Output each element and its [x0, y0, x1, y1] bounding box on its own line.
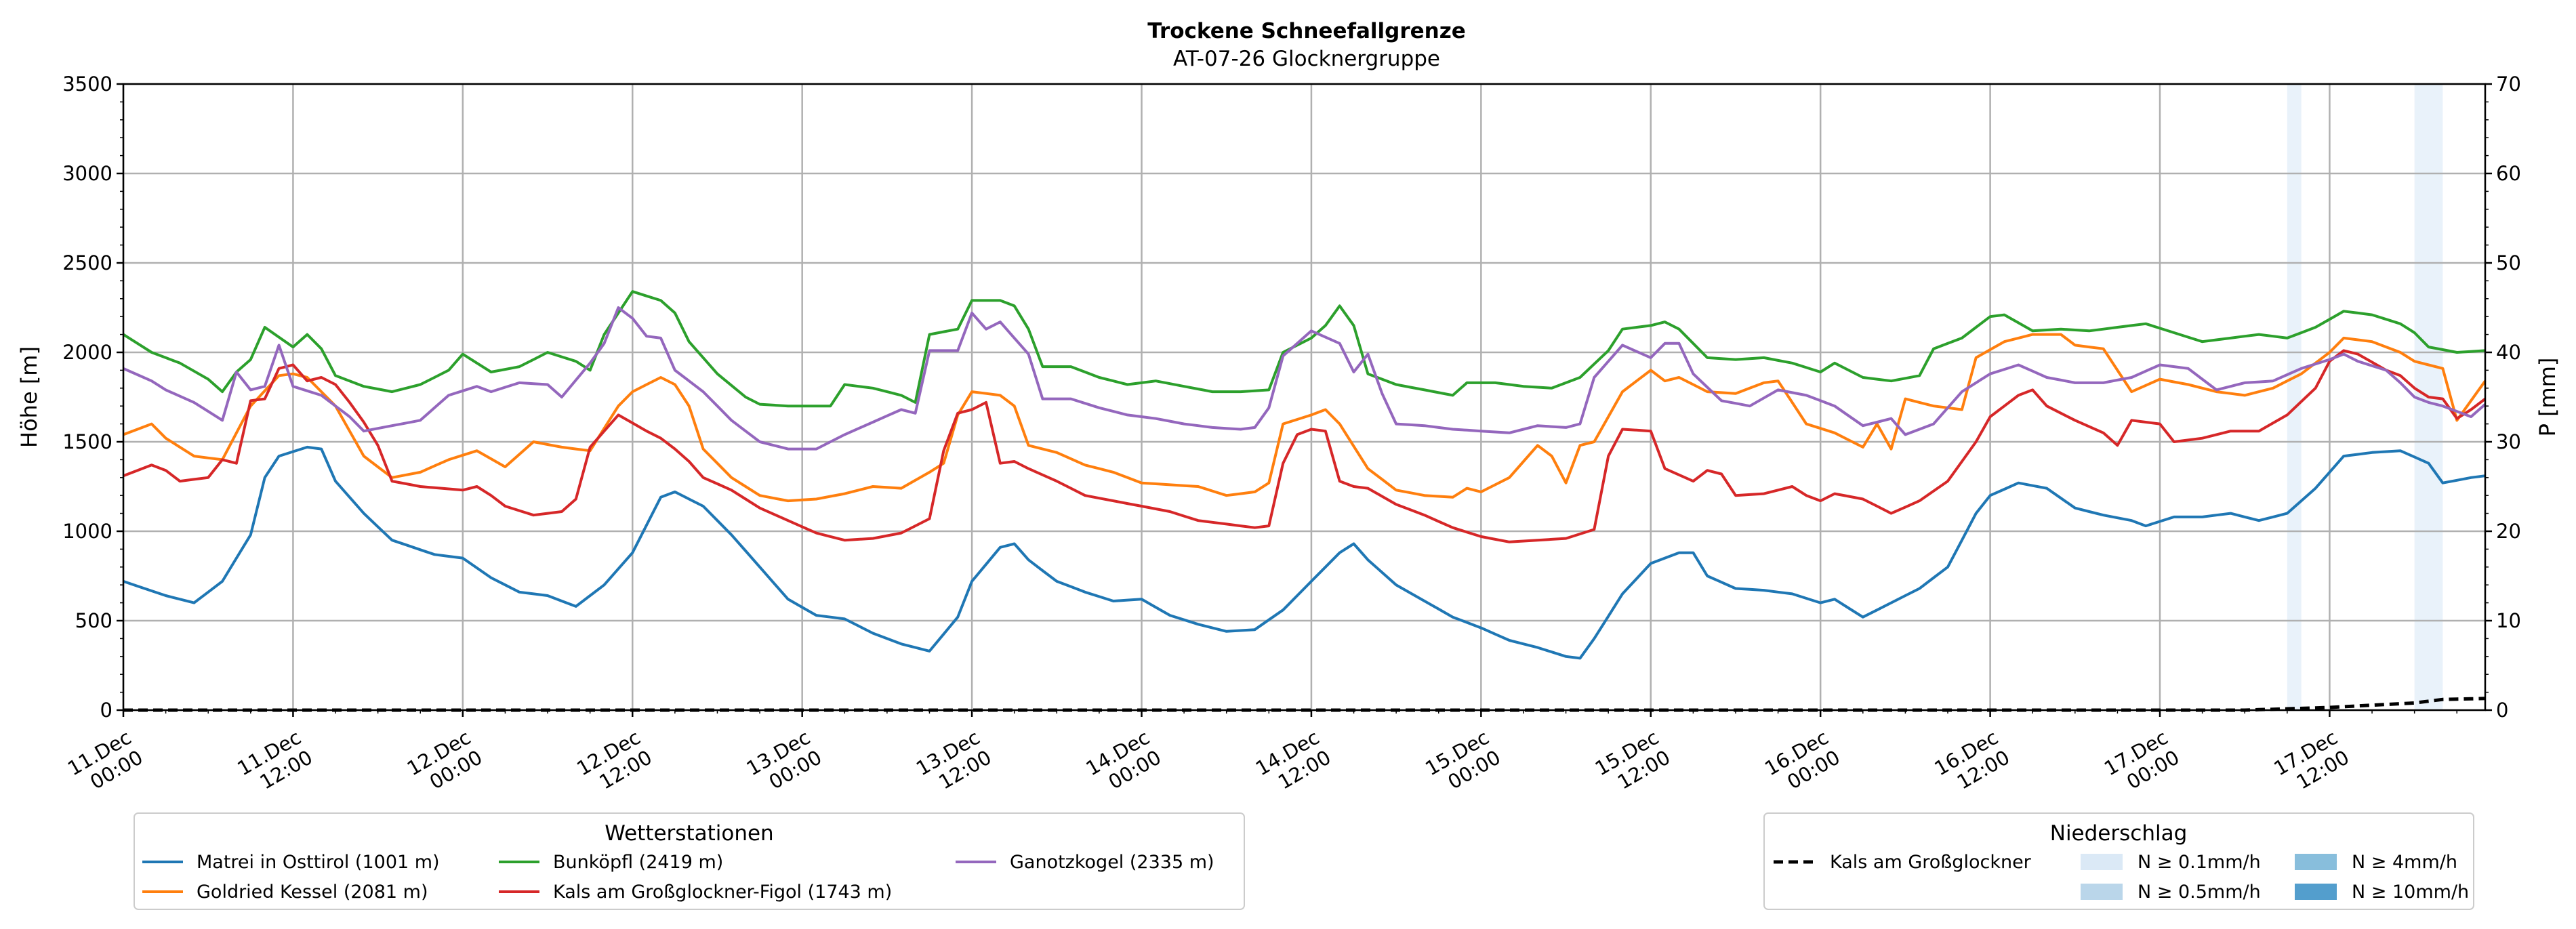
axis-ticks: 0 500 1000 1500 2000 2500 3000 3500 0 10 20 30 40 50 6…: [62, 73, 2521, 794]
legend-label: Kals am Großglockner-Figol (1743 m): [553, 882, 892, 903]
series-line: [123, 333, 2487, 503]
y2-tick-label: 0: [2496, 699, 2508, 722]
chart-subtitle: AT-07-26 Glocknergruppe: [1173, 47, 1440, 71]
y-tick-label: 2000: [62, 341, 113, 364]
legend-label: Matrei in Osttirol (1001 m): [197, 852, 440, 873]
legend-label: Bunköpfl (2419 m): [553, 852, 723, 873]
y-axis-label: Höhe [m]: [16, 346, 42, 448]
chart-title: Trockene Schneefallgrenze: [1147, 19, 1466, 43]
y-tick-label: 1500: [62, 430, 113, 453]
precip-series-line: [123, 697, 2486, 712]
station-lines: [122, 290, 2487, 660]
y2-tick-label: 60: [2496, 162, 2521, 185]
legend-label: Ganotzkogel (2335 m): [1010, 852, 1214, 873]
y2-tick-label: 40: [2496, 341, 2521, 364]
legend-stations-title: Wetterstationen: [605, 821, 773, 846]
legend-precip-title: Niederschlag: [2050, 821, 2188, 846]
y-tick-label: 1000: [62, 520, 113, 543]
series-line: [123, 445, 2486, 660]
y-tick-label: 2500: [62, 251, 113, 274]
legend-precip-swatch: [2295, 854, 2337, 870]
legend-precip-swatch: [2295, 884, 2337, 900]
y2-tick-label: 20: [2496, 520, 2521, 543]
legend-precip-label: N ≥ 4mm/h: [2352, 852, 2457, 873]
y-tick-label: 500: [75, 609, 113, 632]
legend-precip-label: N ≥ 0.1mm/h: [2138, 852, 2261, 873]
y-tick-label: 3500: [62, 73, 113, 96]
series-line: [122, 290, 2486, 408]
y-tick-label: 0: [100, 699, 113, 722]
precip-band: [2287, 84, 2302, 710]
legend-precip-swatch: [2081, 884, 2123, 900]
legend-label: Goldried Kessel (2081 m): [197, 882, 428, 903]
precip-bands: [2287, 84, 2443, 710]
y2-tick-label: 30: [2496, 430, 2521, 453]
precip-line: [123, 697, 2486, 712]
legend-precip-label: N ≥ 0.5mm/h: [2138, 882, 2261, 903]
grid-lines: [122, 83, 2485, 711]
legend-stations: Wetterstationen Matrei in Osttirol (1001…: [134, 812, 1245, 910]
series-line: [123, 349, 2487, 543]
y2-tick-label: 10: [2496, 609, 2521, 632]
series-line: [123, 306, 2487, 451]
y-tick-label: 3000: [62, 162, 113, 185]
legend-precip-label: N ≥ 10mm/h: [2352, 882, 2469, 903]
y2-tick-label: 50: [2496, 251, 2521, 274]
legend-precip: Niederschlag Kals am Großglockner N ≥ 0.…: [1763, 812, 2474, 910]
legend-precip-line-label: Kals am Großglockner: [1830, 852, 2032, 873]
plot-frame: [122, 83, 2487, 711]
y2-axis-label: P [mm]: [2535, 358, 2560, 437]
y2-tick-label: 70: [2496, 73, 2521, 96]
legend-precip-swatch: [2081, 854, 2123, 870]
